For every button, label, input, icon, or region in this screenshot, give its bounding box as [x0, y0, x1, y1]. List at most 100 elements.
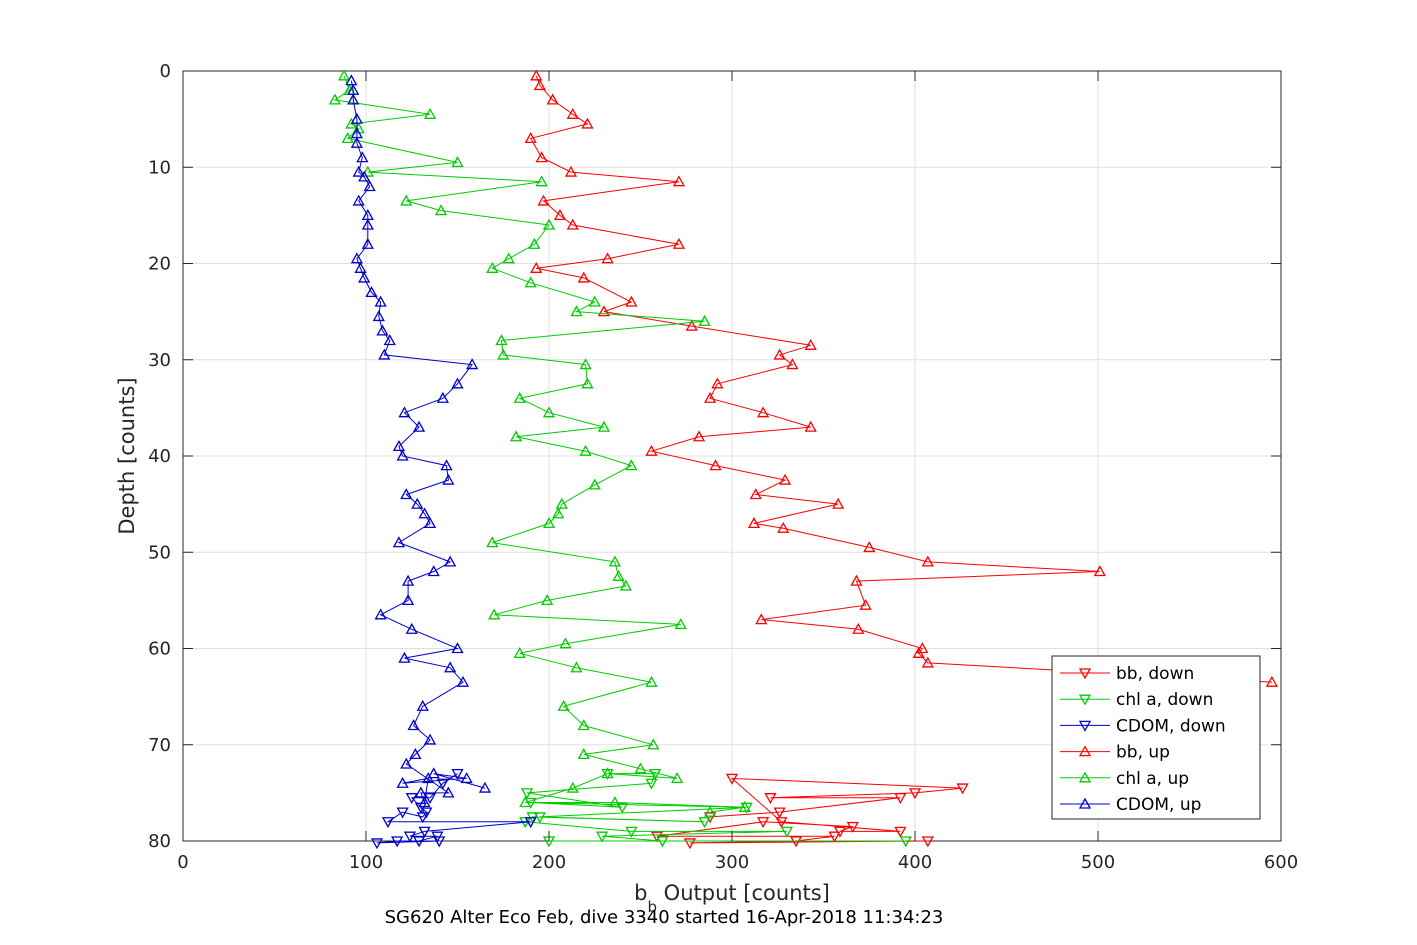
- data-point: [418, 826, 431, 838]
- data-point: [478, 781, 492, 793]
- series-line: [656, 777, 963, 844]
- data-point: [530, 69, 543, 81]
- data-point: [535, 175, 548, 187]
- data-point: [738, 800, 751, 812]
- data-point: [692, 430, 706, 442]
- data-point: [557, 699, 570, 711]
- data-point: [601, 252, 614, 264]
- legend-marker: [1078, 694, 1092, 706]
- data-point: [852, 622, 865, 634]
- data-point: [581, 117, 594, 129]
- data-point: [487, 608, 501, 620]
- data-point: [755, 613, 768, 625]
- data-point: [372, 310, 385, 322]
- y-tick-label: 40: [148, 446, 171, 467]
- data-point: [773, 807, 786, 819]
- y-tick-label: 70: [148, 735, 171, 756]
- data-point: [398, 651, 411, 663]
- data-point: [579, 358, 592, 370]
- legend-entry: bb, down: [1116, 664, 1194, 684]
- legend-entry: chl a, up: [1116, 769, 1189, 789]
- data-point: [956, 783, 969, 795]
- data-point: [634, 762, 647, 774]
- data-point: [391, 836, 404, 848]
- data-point: [579, 444, 592, 456]
- data-point: [328, 93, 341, 105]
- series-line: [529, 75, 1272, 683]
- data-point: [577, 271, 590, 283]
- data-point: [535, 151, 548, 163]
- data-point: [625, 826, 638, 838]
- data-point: [773, 348, 786, 360]
- data-point: [1093, 565, 1106, 577]
- data-point: [553, 209, 567, 221]
- data-point: [725, 773, 739, 785]
- data-point: [645, 444, 658, 456]
- data-point: [616, 802, 629, 814]
- data-point: [427, 767, 440, 779]
- data-point: [555, 497, 568, 509]
- data-point: [378, 348, 391, 360]
- data-point: [442, 473, 455, 485]
- data-point: [570, 661, 583, 673]
- data-point: [405, 793, 418, 805]
- data-point: [444, 555, 457, 567]
- data-point: [542, 406, 556, 418]
- data-point: [422, 772, 435, 784]
- y-tick-label: 30: [148, 350, 171, 371]
- data-point: [1265, 675, 1278, 687]
- data-point: [595, 831, 609, 843]
- data-point: [451, 768, 464, 780]
- data-point: [619, 579, 632, 591]
- series-layer: [328, 69, 1278, 850]
- data-point: [524, 276, 537, 288]
- data-point: [672, 237, 686, 249]
- data-point: [863, 541, 876, 553]
- data-point: [709, 459, 722, 471]
- data-point: [581, 377, 594, 389]
- data-point: [401, 574, 415, 586]
- data-point: [921, 656, 934, 668]
- data-point: [757, 406, 770, 418]
- data-point: [497, 348, 510, 360]
- data-point: [509, 430, 523, 442]
- data-point: [645, 675, 658, 687]
- data-point: [440, 459, 453, 471]
- data-point: [444, 661, 457, 673]
- series-line: [376, 773, 531, 844]
- data-point: [566, 107, 579, 119]
- data-point: [533, 812, 546, 824]
- series-2: [370, 768, 537, 850]
- x-tick-label: 200: [532, 852, 566, 873]
- data-point: [486, 261, 499, 273]
- data-point: [647, 738, 660, 750]
- x-axis-label-rest: Output [counts]: [657, 881, 830, 905]
- data-point: [588, 295, 601, 307]
- data-point: [625, 459, 638, 471]
- legend-entry: CDOM, down: [1116, 716, 1226, 736]
- data-point: [374, 608, 387, 620]
- data-point: [352, 165, 365, 177]
- x-tick-label: 500: [1081, 852, 1115, 873]
- legend-box: [1051, 655, 1261, 820]
- data-point: [850, 574, 863, 586]
- data-point: [400, 194, 413, 206]
- data-point: [502, 252, 515, 264]
- data-point: [407, 719, 420, 731]
- data-point: [416, 699, 429, 711]
- data-point: [350, 252, 363, 264]
- data-point: [775, 817, 788, 829]
- data-point: [757, 817, 770, 829]
- data-point: [376, 324, 389, 336]
- data-point: [412, 836, 426, 848]
- series-4: [328, 69, 751, 817]
- legend-entry: CDOM, up: [1116, 795, 1201, 815]
- data-point: [345, 74, 358, 86]
- y-tick-label: 50: [148, 542, 171, 563]
- data-point: [370, 838, 384, 850]
- data-point: [645, 778, 658, 790]
- y-tick-label: 0: [160, 61, 171, 82]
- data-point: [828, 831, 841, 843]
- data-point: [354, 261, 367, 273]
- data-point: [674, 618, 687, 630]
